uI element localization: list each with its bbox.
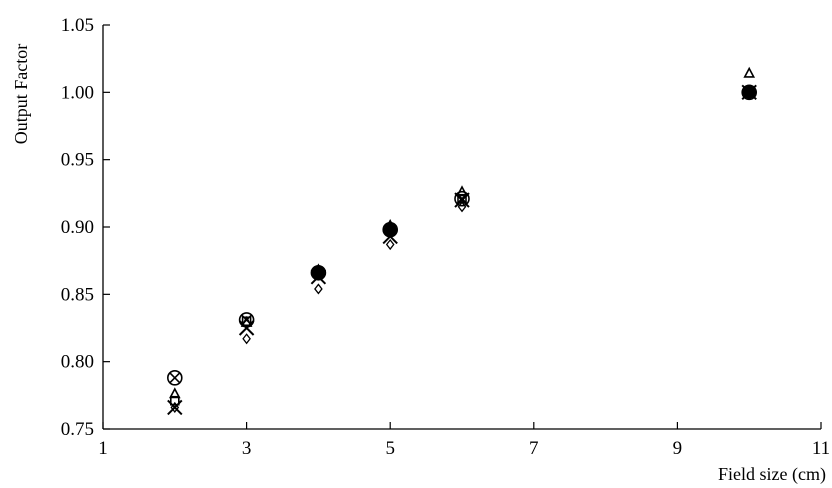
marker-diamond-point	[385, 238, 395, 251]
marker-triangle-point	[743, 66, 756, 78]
marker-diamond-point	[170, 401, 180, 414]
y-tick-label: 0.75	[61, 419, 94, 440]
axes: 1 3 5 7 9 11 0.75 0.80 0.85 0.90 0.95 1.00 1.05	[61, 15, 830, 459]
marker-square-point	[170, 395, 180, 406]
marker-diamond-point	[242, 333, 251, 345]
x-tick-label: 3	[242, 438, 252, 459]
y-tick-label: 1.00	[61, 82, 94, 103]
y-tick-label: 0.85	[61, 284, 94, 305]
y-tick-label: 1.05	[61, 15, 94, 36]
y-axis-ticks: 0.75 0.80 0.85 0.90 0.95 1.00 1.05	[61, 15, 110, 440]
marker-x-point	[454, 192, 470, 208]
marker-circle-x-point	[167, 370, 183, 386]
marker-diamond-point	[314, 283, 323, 295]
y-axis-label: Output Factor	[11, 44, 31, 145]
marker-filled-circle-point	[383, 223, 397, 237]
marker-triangle-point	[240, 315, 253, 327]
marker-x-point	[238, 320, 255, 336]
y-tick-label: 0.80	[61, 352, 94, 373]
marker-filled-circle-point	[742, 85, 756, 99]
x-tick-label: 9	[673, 438, 683, 459]
data-markers	[167, 66, 758, 416]
x-tick-label: 1	[98, 438, 108, 459]
y-tick-label: 0.95	[61, 150, 94, 171]
marker-diamond-point	[457, 201, 467, 213]
x-tick-label: 11	[812, 438, 830, 459]
x-tick-label: 7	[529, 438, 539, 459]
x-axis-label: Field size (cm)	[718, 464, 826, 485]
x-axis-ticks: 1 3 5 7 9 11	[98, 422, 830, 459]
marker-x-point	[167, 399, 183, 416]
marker-square-point	[241, 316, 252, 327]
marker-filled-circle-point	[311, 266, 325, 280]
y-tick-label: 0.90	[61, 217, 94, 238]
x-tick-label: 5	[385, 438, 395, 459]
